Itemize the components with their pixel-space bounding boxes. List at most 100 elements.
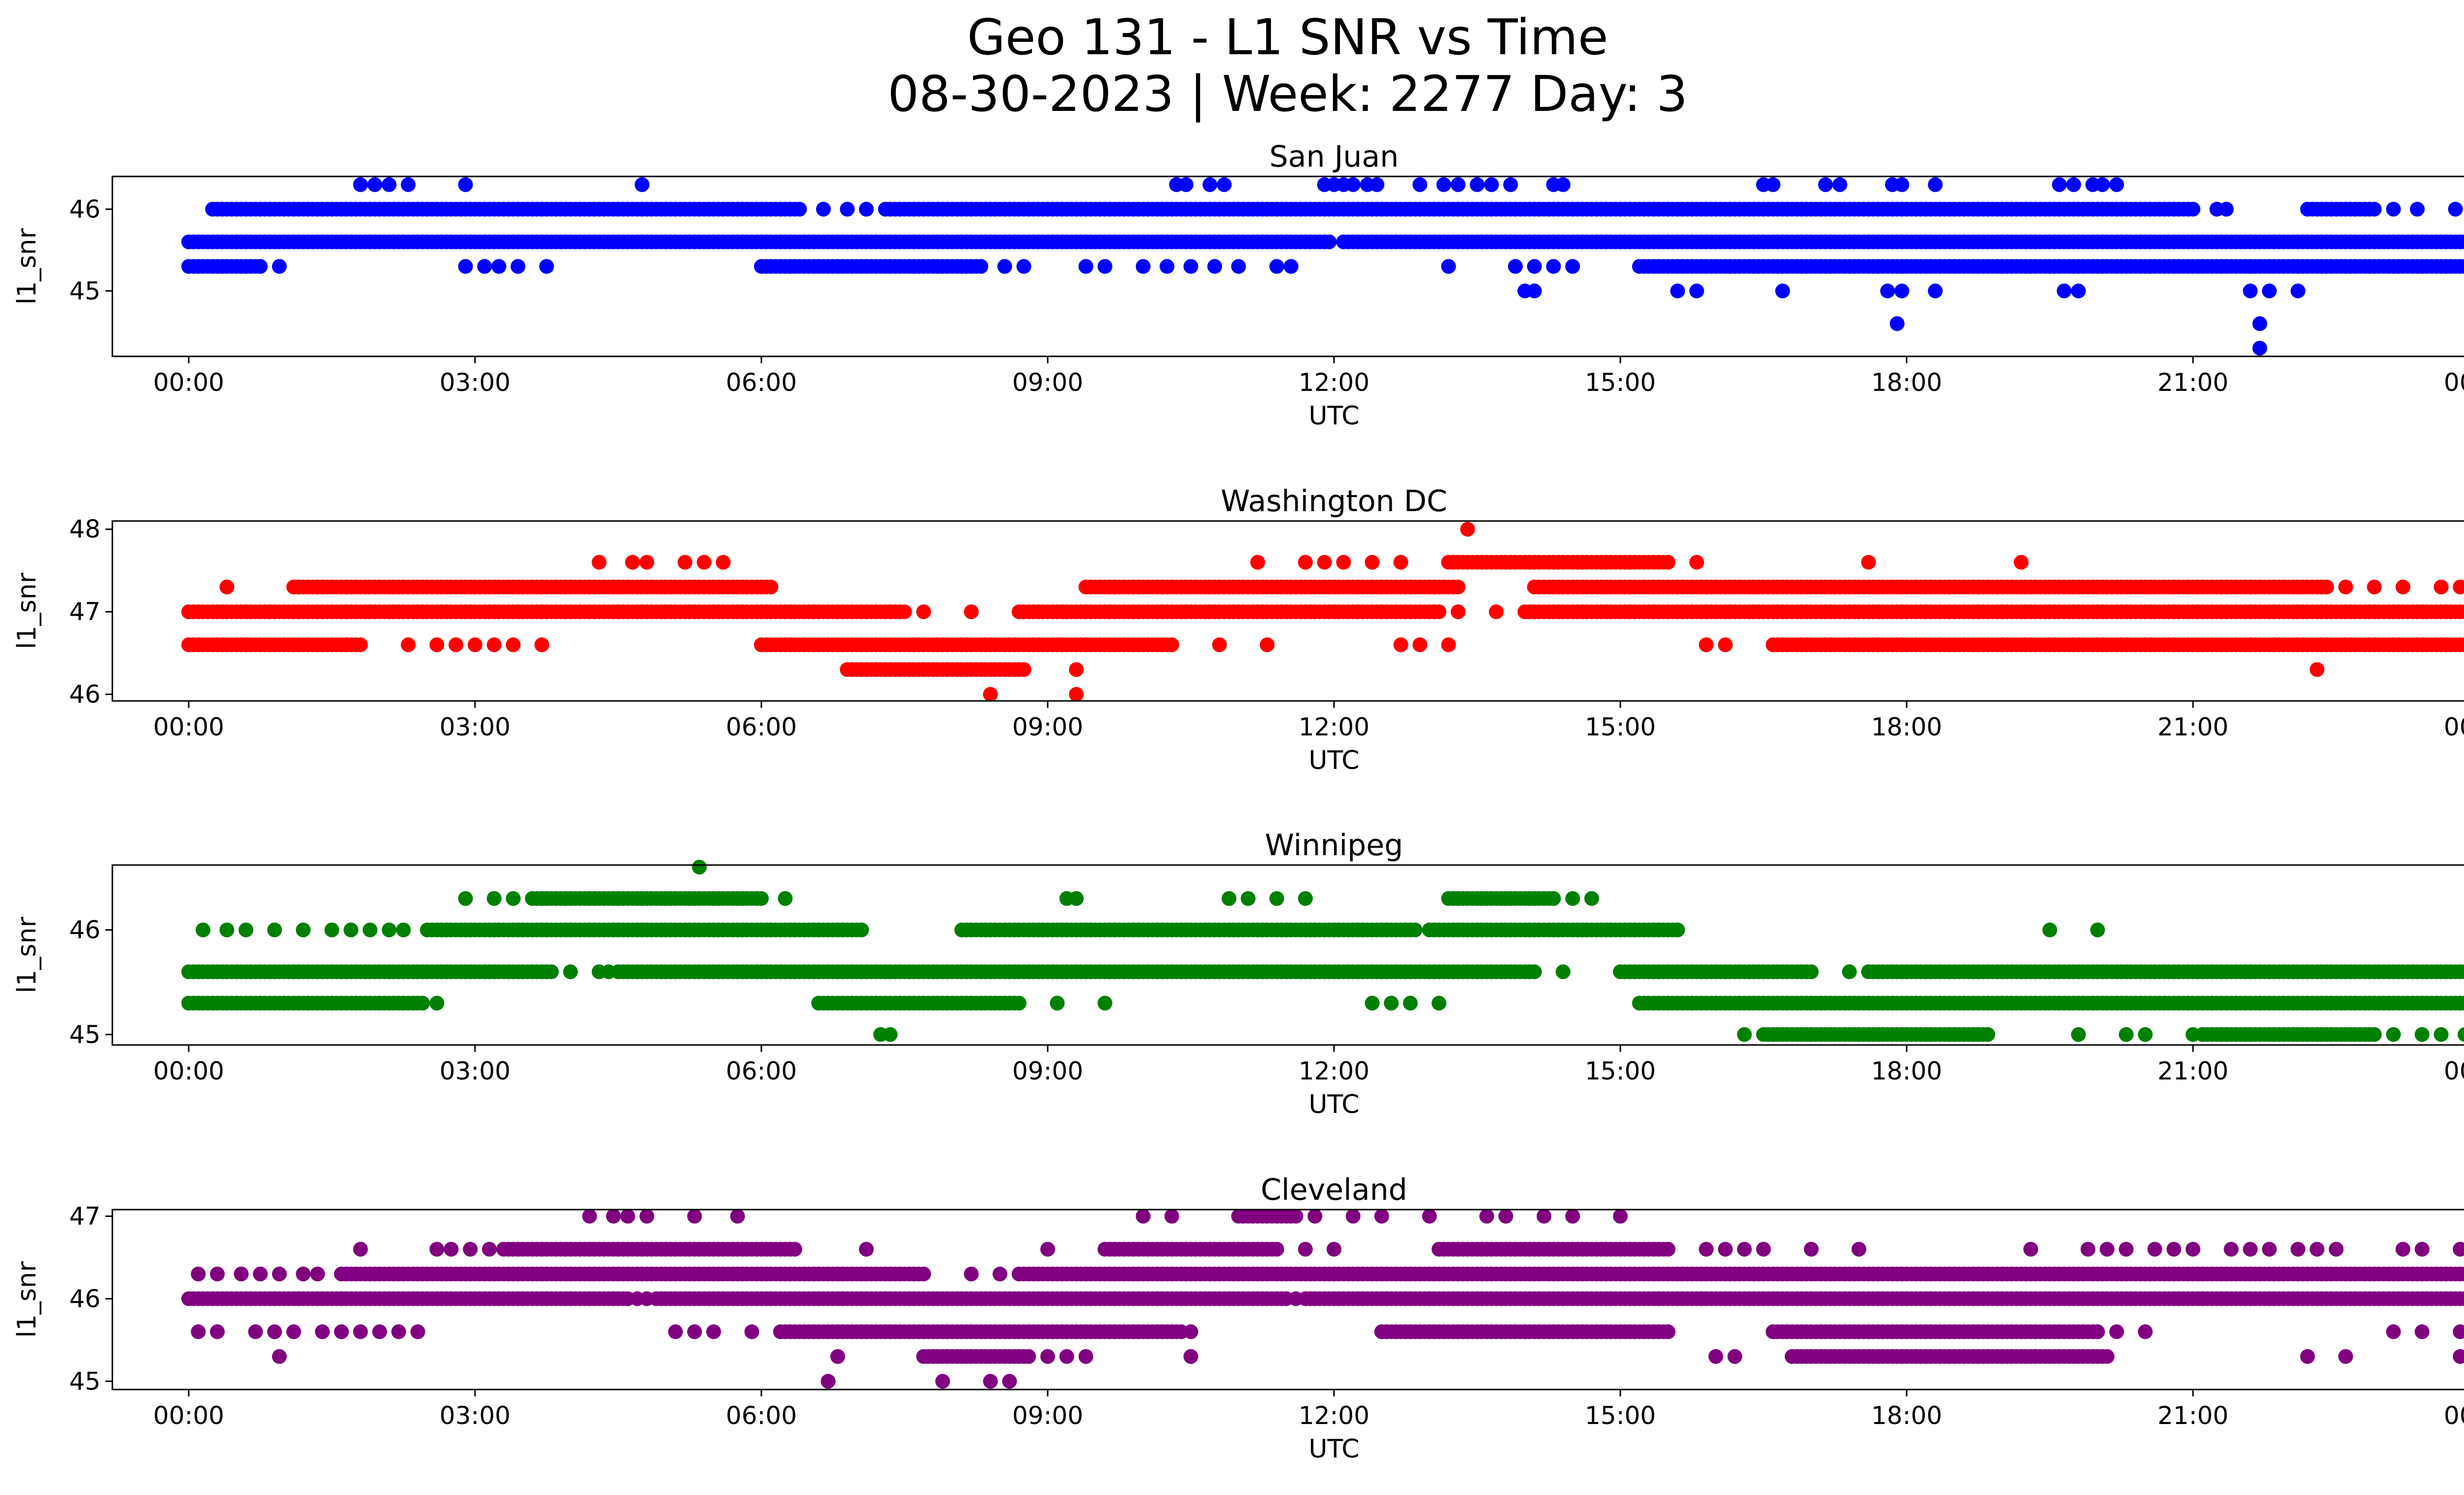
data-point	[1765, 177, 1780, 192]
data-point	[1178, 177, 1194, 192]
data-point	[1432, 604, 1446, 620]
data-point	[792, 202, 807, 217]
y-tick-label: 46	[69, 195, 101, 223]
x-tick-label: 00:00	[153, 713, 224, 741]
data-point	[601, 964, 616, 979]
data-point	[2071, 1027, 2086, 1042]
data-point	[1207, 259, 1222, 274]
data-point	[2414, 1242, 2430, 1257]
data-point	[372, 1324, 387, 1339]
data-point	[1479, 1324, 1494, 1339]
x-tick-label: 00:00	[2444, 368, 2464, 397]
data-point	[1384, 996, 1399, 1011]
data-point	[1756, 1242, 1771, 1257]
data-point	[2109, 1324, 2124, 1339]
data-point	[1546, 259, 1561, 274]
x-tick-label: 21:00	[2157, 368, 2228, 397]
data-point	[2095, 177, 2110, 192]
data-point	[1069, 687, 1084, 702]
data-point	[381, 177, 397, 192]
data-point	[191, 1324, 206, 1339]
data-point	[1164, 637, 1179, 653]
data-point	[458, 259, 473, 274]
data-point	[2433, 579, 2449, 594]
data-point	[639, 555, 654, 570]
y-tick-label: 45	[69, 277, 101, 305]
data-point	[1503, 177, 1518, 192]
data-point	[486, 637, 502, 653]
data-point	[1555, 177, 1571, 192]
data-point	[2147, 1242, 2162, 1257]
data-point	[883, 1027, 898, 1042]
data-point	[2138, 1324, 2153, 1339]
data-point	[315, 1324, 330, 1339]
data-point	[2042, 922, 2057, 938]
data-point	[210, 1324, 225, 1339]
data-point	[1584, 891, 1599, 906]
data-point	[1775, 283, 1790, 299]
x-tick-label: 09:00	[1012, 1057, 1083, 1085]
data-point	[634, 177, 650, 192]
x-tick-label: 12:00	[1299, 368, 1369, 397]
data-point	[2458, 259, 2464, 274]
data-point	[506, 637, 521, 653]
data-point	[343, 922, 359, 938]
figure-title-line1: Geo 131 - L1 SNR vs Time	[967, 8, 1608, 66]
data-point	[1880, 283, 1895, 299]
data-point	[1369, 177, 1385, 192]
data-point	[2462, 237, 2464, 247]
data-point	[2462, 262, 2464, 271]
data-point	[916, 604, 931, 620]
data-point	[2090, 1324, 2105, 1339]
data-point	[1689, 555, 1704, 570]
data-point	[544, 964, 559, 979]
data-point	[210, 1266, 225, 1282]
data-point	[1660, 555, 1676, 570]
data-point	[534, 637, 549, 653]
data-point	[639, 1291, 654, 1306]
data-point	[992, 1266, 1008, 1282]
data-point	[1527, 964, 1542, 979]
data-point	[2014, 555, 2029, 570]
x-tick-label: 06:00	[726, 368, 797, 397]
data-point	[2458, 637, 2464, 652]
data-point	[625, 555, 640, 570]
data-point	[1407, 922, 1423, 938]
data-point	[1546, 1324, 1561, 1339]
data-point	[429, 1242, 445, 1257]
data-point	[859, 1242, 874, 1257]
data-point	[2396, 579, 2411, 594]
data-point	[1202, 177, 1218, 192]
data-point	[1298, 555, 1313, 570]
data-point	[2243, 283, 2258, 299]
data-point	[1183, 259, 1198, 274]
data-point	[1069, 662, 1084, 677]
data-point	[1393, 637, 1408, 653]
data-point	[1365, 555, 1380, 570]
data-point	[591, 555, 607, 570]
data-point	[668, 1324, 683, 1339]
data-point	[272, 1266, 287, 1282]
x-tick-label: 09:00	[1012, 713, 1083, 741]
data-point	[2243, 1242, 2258, 1257]
data-point	[1894, 283, 1910, 299]
data-point	[1345, 177, 1361, 192]
data-point	[415, 996, 430, 1011]
data-point	[716, 555, 731, 570]
data-point	[1574, 1324, 1590, 1339]
data-point	[511, 259, 526, 274]
data-point	[310, 1266, 325, 1282]
data-point	[239, 922, 254, 938]
data-point	[2309, 1242, 2325, 1257]
data-point	[687, 1324, 702, 1339]
data-point	[2458, 604, 2464, 620]
data-point	[2090, 922, 2105, 938]
x-tick-label: 12:00	[1299, 713, 1369, 741]
x-tick-label: 21:00	[2157, 713, 2228, 741]
data-point	[1441, 637, 1456, 653]
data-point	[1737, 1242, 1752, 1257]
data-point	[2023, 1242, 2038, 1257]
x-tick-label: 15:00	[1585, 368, 1656, 397]
data-point	[2291, 283, 2306, 299]
